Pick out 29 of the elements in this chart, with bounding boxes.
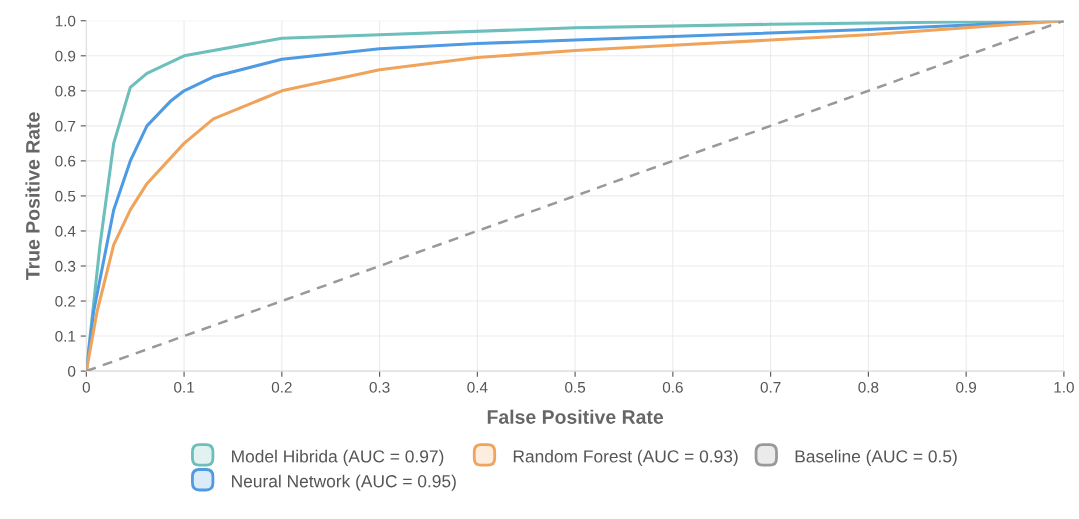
legend-label: Model Hibrida (AUC = 0.97) xyxy=(232,449,444,466)
y-tick-label: 0 xyxy=(68,365,76,377)
y-tick-label: 0.2 xyxy=(55,295,76,307)
y-tick-label: 0.9 xyxy=(55,50,76,62)
y-tick-label: 0.3 xyxy=(55,260,76,272)
x-tick-label: 0.3 xyxy=(369,381,390,393)
x-tick-label: 0.6 xyxy=(662,381,683,393)
x-tick-label: 0.1 xyxy=(174,381,194,393)
x-tick-label: 0.4 xyxy=(467,381,488,393)
y-axis-title: True Positive Rate xyxy=(25,112,40,280)
x-tick-label: 0.2 xyxy=(271,381,292,393)
x-axis-title: False Positive Rate xyxy=(487,409,664,424)
x-tick-label: 0.5 xyxy=(565,381,586,393)
y-tick-label: 0.8 xyxy=(55,85,76,97)
x-tick-label: 0 xyxy=(82,381,90,393)
y-tick-label: 0.4 xyxy=(55,225,76,237)
legend-label: Baseline (AUC = 0.5) xyxy=(795,449,957,466)
legend-label: Neural Network (AUC = 0.95) xyxy=(232,474,456,491)
legend-label: Random Forest (AUC = 0.93) xyxy=(513,449,738,466)
line-series xyxy=(86,20,1064,372)
x-tick-label: 1.0 xyxy=(1054,381,1074,393)
y-tick-label: 0.6 xyxy=(55,155,76,167)
y-tick-label: 0.7 xyxy=(55,120,76,132)
x-tick-label: 0.7 xyxy=(760,381,781,393)
x-tick-label: 0.9 xyxy=(956,381,977,393)
y-tick-label: 0.1 xyxy=(55,330,76,342)
y-tick-label: 1.0 xyxy=(55,15,76,27)
x-tick-label: 0.8 xyxy=(858,381,879,393)
y-tick-label: 0.5 xyxy=(55,190,76,202)
